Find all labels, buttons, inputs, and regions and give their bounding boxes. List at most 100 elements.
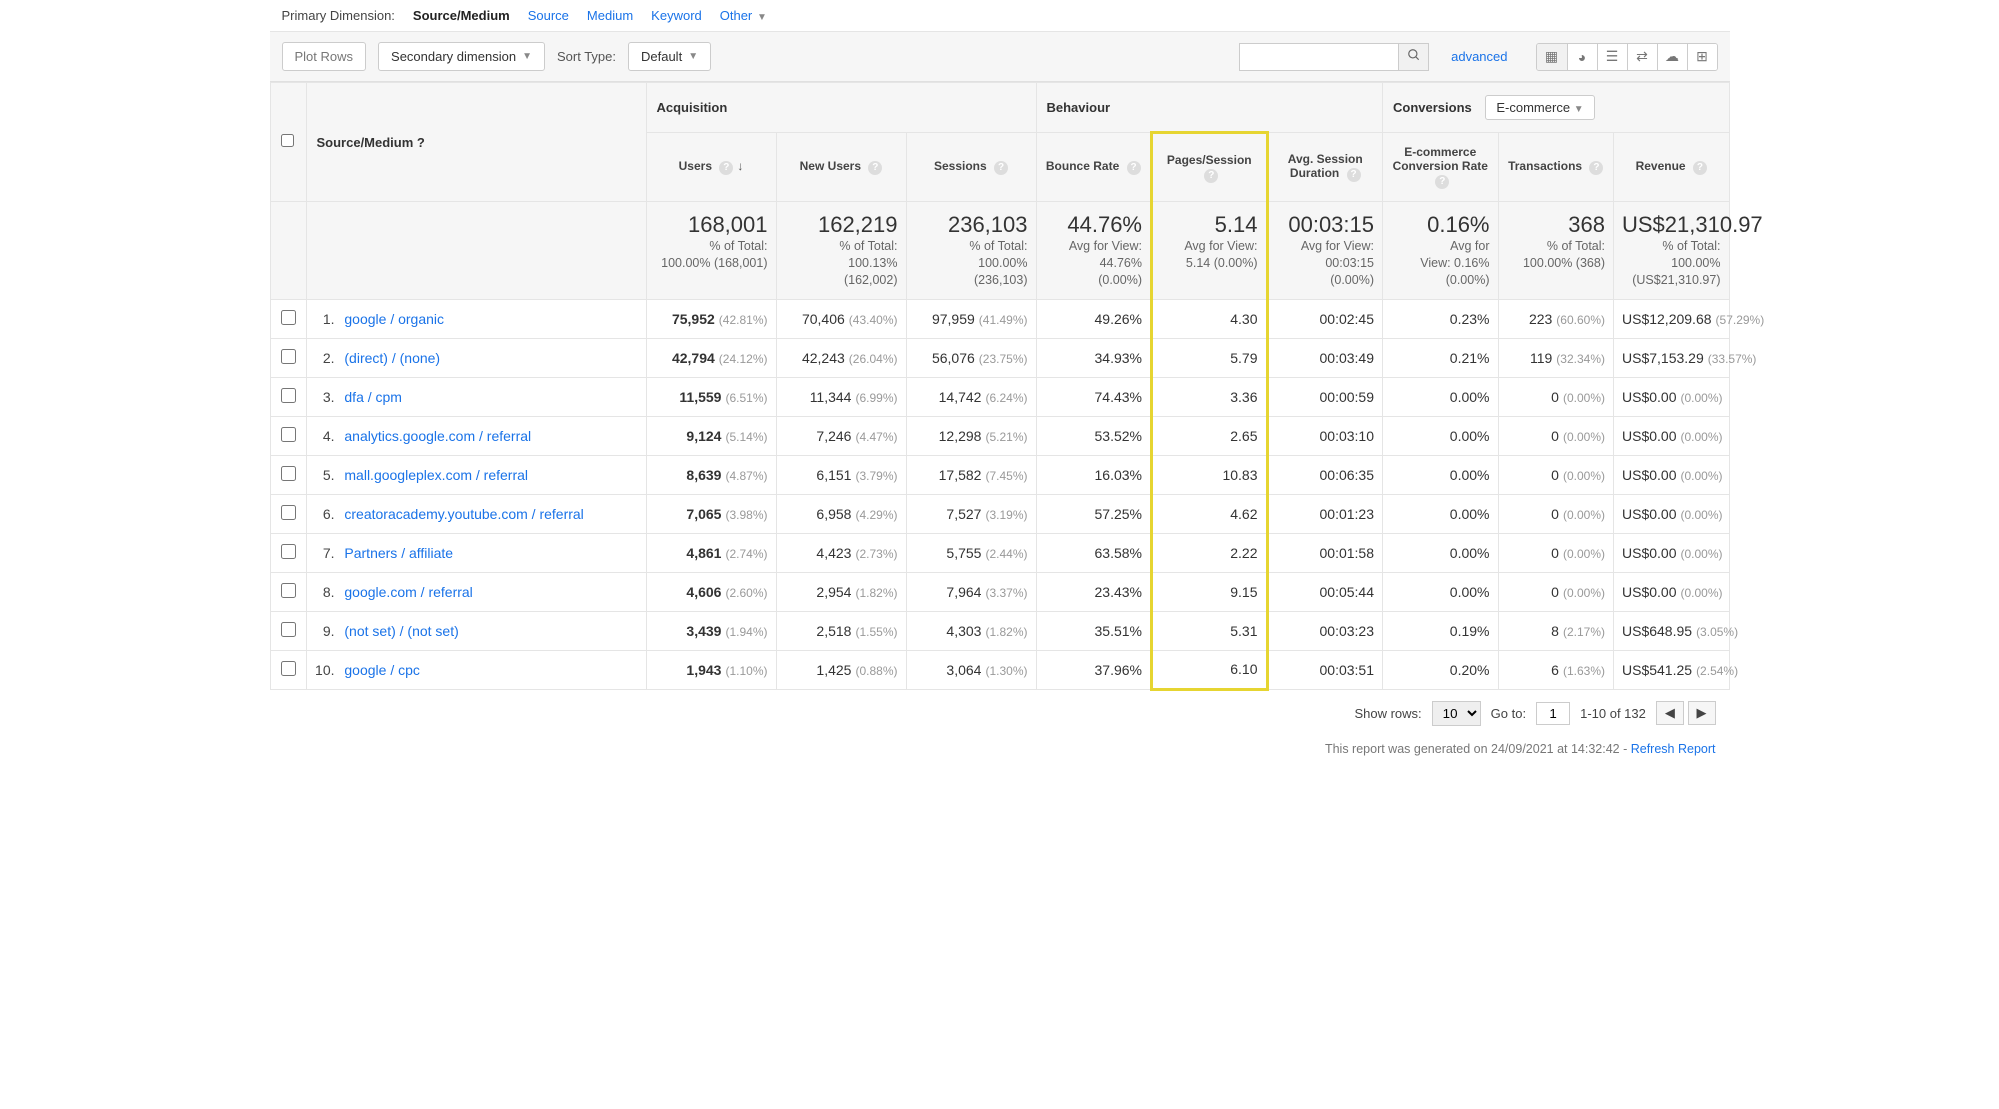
plot-rows-button[interactable]: Plot Rows: [282, 42, 367, 71]
row-source-cell: 10. google / cpc: [306, 650, 646, 689]
summary-pages: 5.14Avg for View:5.14 (0.00%): [1152, 202, 1268, 300]
row-source-link[interactable]: google / organic: [344, 311, 444, 327]
row-checkbox-cell: [270, 338, 306, 377]
row-checkbox[interactable]: [281, 388, 296, 403]
row-users: 1,943(1.10%): [646, 650, 776, 689]
help-icon[interactable]: ?: [994, 161, 1008, 175]
row-pages: 5.79: [1152, 338, 1268, 377]
row-conv-rate: 0.23%: [1383, 299, 1499, 338]
row-checkbox[interactable]: [281, 505, 296, 520]
footer-text: This report was generated on 24/09/2021 …: [1325, 742, 1631, 756]
row-source-link[interactable]: creatoracademy.youtube.com / referral: [344, 506, 583, 522]
row-sessions: 7,964(3.37%): [906, 572, 1036, 611]
row-users: 8,639(4.87%): [646, 455, 776, 494]
column-conv-rate[interactable]: E-commerce Conversion Rate ?: [1383, 133, 1499, 202]
column-avg-duration[interactable]: Avg. Session Duration ?: [1267, 133, 1383, 202]
summary-trans: 368% of Total:100.00% (368): [1498, 202, 1614, 300]
search-input[interactable]: [1239, 43, 1399, 71]
report-table: Source/Medium ? Acquisition Behaviour Co…: [270, 82, 1730, 691]
dimension-medium[interactable]: Medium: [587, 8, 633, 23]
summary-sessions: 236,103% of Total:100.00%(236,103): [906, 202, 1036, 300]
row-source-cell: 7. Partners / affiliate: [306, 533, 646, 572]
help-icon[interactable]: ?: [417, 135, 425, 150]
row-source-link[interactable]: dfa / cpm: [344, 389, 402, 405]
view-bar-icon[interactable]: ☰: [1597, 44, 1627, 70]
go-to-input[interactable]: [1536, 702, 1570, 725]
row-checkbox[interactable]: [281, 544, 296, 559]
column-pages-session[interactable]: Pages/Session ?: [1152, 133, 1268, 202]
row-avg-dur: 00:05:44: [1267, 572, 1383, 611]
row-source-link[interactable]: (not set) / (not set): [344, 623, 458, 639]
row-checkbox[interactable]: [281, 349, 296, 364]
help-icon[interactable]: ?: [1589, 161, 1603, 175]
show-rows-select[interactable]: 10: [1432, 701, 1481, 726]
view-comparison-icon[interactable]: ⇄: [1627, 44, 1657, 70]
summary-users: 168,001% of Total:100.00% (168,001): [646, 202, 776, 300]
row-conv-rate: 0.20%: [1383, 650, 1499, 689]
row-checkbox[interactable]: [281, 583, 296, 598]
row-source-link[interactable]: Partners / affiliate: [344, 545, 453, 561]
select-all-checkbox[interactable]: [281, 134, 294, 147]
row-checkbox[interactable]: [281, 427, 296, 442]
help-icon[interactable]: ?: [868, 161, 882, 175]
chevron-down-icon: ▼: [688, 51, 698, 62]
row-index: 9.: [315, 623, 341, 639]
row-source-link[interactable]: google.com / referral: [344, 584, 472, 600]
column-users-label: Users: [679, 159, 712, 173]
conversions-dropdown[interactable]: E-commerce ▼: [1485, 95, 1594, 120]
row-checkbox[interactable]: [281, 310, 296, 325]
page-next-button[interactable]: ▶: [1688, 701, 1716, 725]
row-checkbox[interactable]: [281, 466, 296, 481]
row-checkbox-cell: [270, 494, 306, 533]
page-prev-button[interactable]: ◀: [1656, 701, 1684, 725]
column-users[interactable]: Users ?↓: [646, 133, 776, 202]
column-transactions[interactable]: Transactions ?: [1498, 133, 1614, 202]
row-source-link[interactable]: mall.googleplex.com / referral: [344, 467, 528, 483]
view-pie-icon[interactable]: ◕: [1567, 44, 1597, 70]
row-bounce: 37.96%: [1036, 650, 1152, 689]
view-pivot-icon[interactable]: ⊞: [1687, 44, 1717, 70]
row-source-link[interactable]: analytics.google.com / referral: [344, 428, 531, 444]
column-revenue[interactable]: Revenue ?: [1614, 133, 1730, 202]
column-bounce-rate[interactable]: Bounce Rate ?: [1036, 133, 1152, 202]
column-sessions[interactable]: Sessions ?: [906, 133, 1036, 202]
view-cloud-icon[interactable]: ☁: [1657, 44, 1687, 70]
row-pages: 6.10: [1152, 650, 1268, 689]
sort-type-dropdown[interactable]: Default ▼: [628, 42, 711, 71]
row-source-link[interactable]: google / cpc: [344, 662, 420, 678]
column-new-users[interactable]: New Users ?: [776, 133, 906, 202]
search-button[interactable]: [1399, 43, 1429, 71]
row-revenue: US$0.00(0.00%): [1614, 377, 1730, 416]
row-pages: 10.83: [1152, 455, 1268, 494]
row-source-cell: 9. (not set) / (not set): [306, 611, 646, 650]
row-source-cell: 4. analytics.google.com / referral: [306, 416, 646, 455]
help-icon[interactable]: ?: [1347, 168, 1361, 182]
table-row: 9. (not set) / (not set)3,439(1.94%)2,51…: [270, 611, 1729, 650]
row-trans: 0(0.00%): [1498, 572, 1614, 611]
help-icon[interactable]: ?: [1127, 161, 1141, 175]
dimension-keyword[interactable]: Keyword: [651, 8, 702, 23]
column-conv-rate-label: E-commerce Conversion Rate: [1393, 145, 1488, 173]
refresh-report-link[interactable]: Refresh Report: [1631, 742, 1716, 756]
row-checkbox[interactable]: [281, 622, 296, 637]
column-source-medium[interactable]: Source/Medium ?: [306, 83, 646, 202]
help-icon[interactable]: ?: [1693, 161, 1707, 175]
row-source-cell: 5. mall.googleplex.com / referral: [306, 455, 646, 494]
dimension-source[interactable]: Source: [528, 8, 569, 23]
primary-dimension-bar: Primary Dimension: Source/Medium Source …: [270, 0, 1730, 32]
row-trans: 119(32.34%): [1498, 338, 1614, 377]
secondary-dimension-dropdown[interactable]: Secondary dimension ▼: [378, 42, 545, 71]
row-source-link[interactable]: (direct) / (none): [344, 350, 440, 366]
dimension-active[interactable]: Source/Medium: [413, 8, 510, 23]
column-source-medium-label: Source/Medium: [317, 135, 414, 150]
row-new-users: 7,246(4.47%): [776, 416, 906, 455]
help-icon[interactable]: ?: [1204, 169, 1218, 183]
help-icon[interactable]: ?: [719, 161, 733, 175]
row-checkbox-cell: [270, 611, 306, 650]
help-icon[interactable]: ?: [1435, 175, 1449, 189]
view-table-icon[interactable]: ▦: [1537, 44, 1567, 70]
advanced-link[interactable]: advanced: [1451, 49, 1507, 64]
dimension-other[interactable]: Other ▼: [720, 8, 767, 23]
row-checkbox[interactable]: [281, 661, 296, 676]
row-new-users: 6,958(4.29%): [776, 494, 906, 533]
